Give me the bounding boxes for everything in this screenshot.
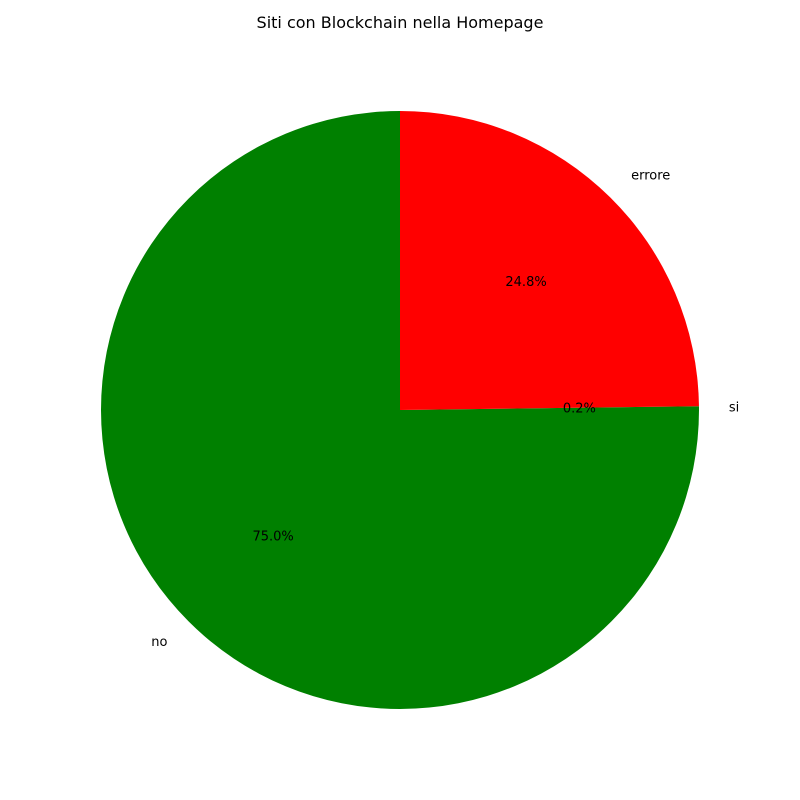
pie-slice-si — [400, 406, 699, 410]
pie-labels: si 0.2% errore 24.8% no 75.0% — [151, 168, 739, 650]
pie-slices — [101, 111, 699, 709]
slice-label-no: no — [151, 635, 167, 650]
chart-title: Siti con Blockchain nella Homepage — [257, 13, 544, 32]
slice-percent-no: 75.0% — [252, 529, 293, 544]
pie-slice-errore — [400, 111, 699, 410]
slice-percent-si: 0.2% — [563, 401, 596, 416]
slice-label-errore: errore — [631, 168, 670, 183]
pie-slice-no — [101, 111, 699, 709]
slice-label-si: si — [729, 400, 739, 415]
slice-percent-errore: 24.8% — [505, 275, 546, 290]
